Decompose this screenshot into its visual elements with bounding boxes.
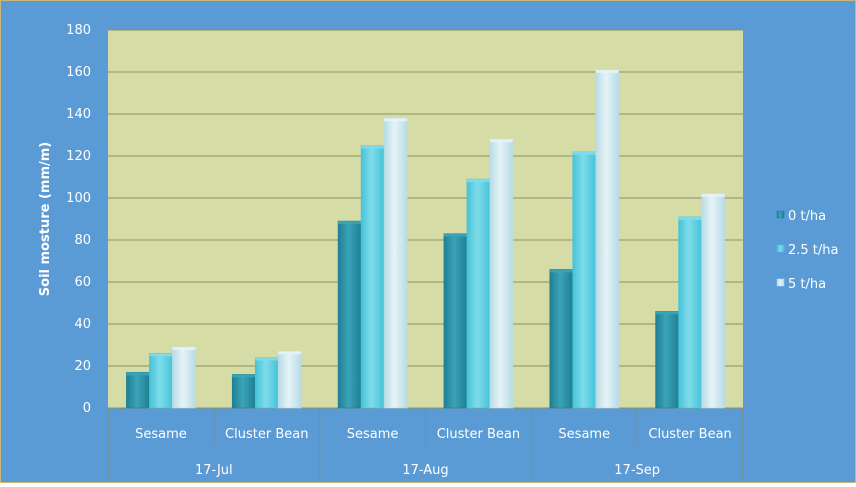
y-tick-label: 160 — [66, 65, 91, 80]
y-tick-label: 60 — [74, 275, 91, 290]
bar — [149, 353, 173, 409]
y-tick-label: 80 — [74, 233, 91, 248]
y-tick-label: 180 — [66, 23, 91, 38]
bar — [337, 220, 362, 409]
bars — [126, 69, 725, 409]
x-axis: Sesame Cluster Bean Sesame Cluster Bean Sesa… — [107, 408, 744, 480]
bar-cap — [232, 374, 256, 378]
legend-label: 5 t/ha — [788, 277, 826, 292]
bar — [655, 311, 679, 409]
bar — [595, 69, 620, 409]
y-tick-label: 140 — [66, 107, 91, 122]
bar-cap — [572, 151, 596, 155]
bar-cap — [549, 269, 573, 273]
bar — [126, 371, 150, 409]
bar — [231, 374, 256, 409]
x-tick-label: Sesame — [558, 427, 610, 442]
legend-label: 0 t/ha — [788, 209, 826, 224]
legend-swatch — [776, 210, 785, 219]
bar-cap — [361, 145, 385, 149]
y-axis-ticks: 0 20 40 60 80 100 120 140 160 180 — [66, 23, 91, 416]
x-group-label: 17-Jul — [195, 463, 233, 478]
plot-area — [108, 30, 743, 408]
x-tick-label: Sesame — [347, 427, 399, 442]
bar — [443, 233, 468, 409]
x-tick-label: Cluster Bean — [648, 427, 731, 442]
legend-swatch — [776, 278, 785, 287]
y-tick-label: 120 — [66, 149, 91, 164]
bar-cap — [126, 372, 150, 376]
y-tick-label: 0 — [83, 401, 91, 416]
x-tick-label: Sesame — [135, 427, 187, 442]
bar — [489, 138, 514, 409]
x-tick-label: Cluster Bean — [225, 427, 308, 442]
bar-cap — [489, 139, 513, 143]
bar-cap — [701, 193, 725, 197]
y-tick-label: 20 — [74, 359, 91, 374]
legend: 0 t/ha 2.5 t/ha 5 t/ha — [776, 209, 839, 292]
bar-cap — [443, 233, 467, 237]
gridlines — [108, 29, 743, 409]
bar-cap — [595, 69, 619, 73]
bar — [172, 346, 196, 409]
bar-cap — [655, 311, 679, 315]
bar — [383, 117, 408, 409]
bar-cap — [149, 353, 173, 357]
y-tick-label: 40 — [74, 317, 91, 332]
bar-cap — [384, 118, 408, 122]
bar — [549, 269, 574, 409]
bar-cap — [172, 347, 196, 351]
bar — [678, 216, 702, 409]
bar — [254, 357, 279, 409]
bar-cap — [278, 351, 302, 355]
bar-cap — [466, 179, 490, 183]
y-axis-label: Soil mosture (mm/m) — [38, 142, 53, 296]
bar — [572, 151, 597, 409]
bar-cap — [678, 216, 702, 220]
legend-swatch — [776, 244, 785, 253]
y-tick-label: 100 — [66, 191, 91, 206]
bar-cap — [338, 221, 362, 225]
bar — [701, 193, 725, 409]
bar — [360, 145, 385, 409]
x-group-label: 17-Aug — [402, 463, 448, 478]
x-tick-label: Cluster Bean — [437, 427, 520, 442]
legend-label: 2.5 t/ha — [788, 243, 839, 258]
x-group-label: 17-Sep — [614, 463, 660, 478]
bar — [277, 350, 302, 409]
bar — [466, 178, 491, 409]
bar-cap — [255, 357, 279, 361]
